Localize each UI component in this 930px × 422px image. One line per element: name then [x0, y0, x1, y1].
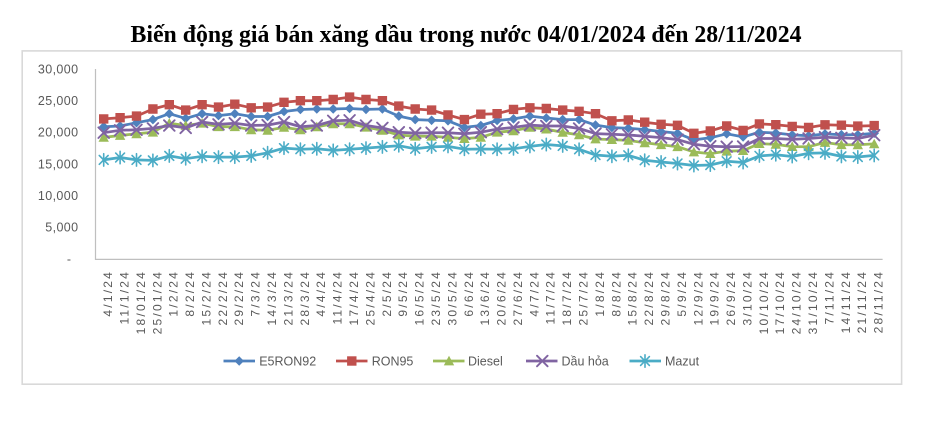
svg-text:21/11/24: 21/11/24 — [855, 270, 869, 333]
svg-text:11/4/24: 11/4/24 — [331, 270, 345, 325]
svg-text:12/9/24: 12/9/24 — [691, 270, 705, 325]
svg-text:25/4/24: 25/4/24 — [363, 270, 377, 325]
svg-text:28/3/24: 28/3/24 — [298, 270, 312, 325]
svg-text:9/5/24: 9/5/24 — [396, 270, 410, 317]
svg-text:23/5/24: 23/5/24 — [429, 270, 443, 325]
svg-text:10/10/24: 10/10/24 — [757, 270, 771, 334]
svg-text:29/8/24: 29/8/24 — [659, 270, 673, 325]
svg-text:19/9/24: 19/9/24 — [708, 270, 722, 325]
svg-text:14/11/24: 14/11/24 — [839, 270, 853, 333]
svg-text:25/7/24: 25/7/24 — [577, 270, 591, 325]
svg-text:7/11/24: 7/11/24 — [822, 270, 836, 325]
svg-text:30/5/24: 30/5/24 — [445, 270, 459, 325]
svg-text:29/2/24: 29/2/24 — [232, 270, 246, 325]
svg-text:25/01/24: 25/01/24 — [150, 270, 164, 334]
svg-text:1/2/24: 1/2/24 — [167, 270, 181, 317]
svg-text:11/7/24: 11/7/24 — [544, 270, 558, 325]
svg-text:8/8/24: 8/8/24 — [609, 270, 623, 317]
svg-text:22/2/24: 22/2/24 — [216, 270, 230, 325]
svg-text:17/10/24: 17/10/24 — [773, 270, 787, 334]
svg-text:11/1/24: 11/1/24 — [118, 270, 132, 325]
svg-text:4/4/24: 4/4/24 — [314, 270, 328, 317]
svg-text:Dầu hỏa: Dầu hỏa — [562, 354, 609, 368]
svg-text:14/3/24: 14/3/24 — [265, 270, 279, 325]
svg-text:17/4/24: 17/4/24 — [347, 270, 361, 325]
svg-text:22/8/24: 22/8/24 — [642, 270, 656, 325]
svg-text:6/6/24: 6/6/24 — [462, 270, 476, 317]
svg-text:15/2/24: 15/2/24 — [200, 270, 214, 325]
svg-text:15/8/24: 15/8/24 — [626, 270, 640, 325]
svg-text:3/10/24: 3/10/24 — [741, 270, 755, 325]
svg-text:10,000: 10,000 — [38, 189, 79, 203]
svg-text:30,000: 30,000 — [38, 62, 79, 76]
svg-text:8/2/24: 8/2/24 — [183, 270, 197, 317]
svg-text:-: - — [67, 253, 71, 267]
svg-text:4/7/24: 4/7/24 — [527, 270, 541, 317]
svg-text:Biến động giá bán xăng dầu tro: Biến động giá bán xăng dầu trong nước 04… — [131, 22, 802, 48]
svg-text:31/10/24: 31/10/24 — [806, 270, 820, 334]
svg-text:Diesel: Diesel — [468, 354, 503, 368]
svg-text:25,000: 25,000 — [38, 94, 79, 108]
svg-text:7/3/24: 7/3/24 — [249, 270, 263, 317]
svg-text:26/9/24: 26/9/24 — [724, 270, 738, 325]
svg-text:18/01/24: 18/01/24 — [134, 270, 148, 334]
svg-text:1/8/24: 1/8/24 — [593, 270, 607, 317]
svg-text:5/9/24: 5/9/24 — [675, 270, 689, 317]
svg-text:15,000: 15,000 — [38, 157, 79, 171]
svg-text:21/3/24: 21/3/24 — [281, 270, 295, 325]
svg-text:Mazut: Mazut — [665, 354, 700, 368]
svg-text:2/5/24: 2/5/24 — [380, 270, 394, 317]
svg-text:20/6/24: 20/6/24 — [495, 270, 509, 325]
svg-text:16/5/24: 16/5/24 — [413, 270, 427, 325]
svg-text:24/10/24: 24/10/24 — [790, 270, 804, 334]
svg-text:18/7/24: 18/7/24 — [560, 270, 574, 325]
svg-text:28/11/24: 28/11/24 — [872, 270, 886, 333]
svg-text:4/1/24: 4/1/24 — [101, 270, 115, 317]
svg-text:E5RON92: E5RON92 — [259, 354, 316, 368]
svg-text:RON95: RON95 — [372, 354, 414, 368]
svg-text:13/6/24: 13/6/24 — [478, 270, 492, 325]
svg-text:20,000: 20,000 — [38, 126, 79, 140]
svg-text:27/6/24: 27/6/24 — [511, 270, 525, 325]
svg-text:5,000: 5,000 — [45, 221, 78, 235]
